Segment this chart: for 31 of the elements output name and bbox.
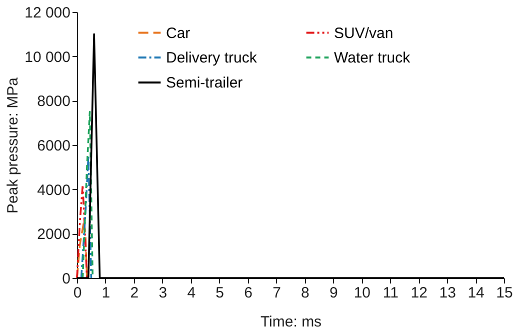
y-axis-title: Peak pressure: MPa [4, 76, 22, 214]
line-series [76, 184, 88, 279]
x-tick-label: 10 [354, 284, 371, 302]
x-tick-label: 2 [130, 284, 139, 302]
x-tick-label: 8 [301, 284, 310, 302]
y-tick-label: 12 000 [24, 4, 70, 22]
x-tick-label: 15 [496, 284, 513, 302]
legend-label: SUV/van [334, 24, 394, 42]
x-tick-label: 0 [73, 284, 82, 302]
x-tick-label: 6 [244, 284, 252, 302]
legend-label: Car [166, 24, 190, 42]
x-tick-label: 5 [216, 284, 224, 302]
y-tick-label: 4000 [37, 182, 70, 199]
x-tick-label: 1 [102, 284, 110, 302]
x-tick-label: 11 [382, 284, 398, 302]
y-tick-label: 10 000 [24, 48, 70, 66]
x-tick-label: 13 [439, 284, 456, 302]
x-tick-label: 4 [187, 284, 196, 302]
legend-label: Semi-trailer [166, 74, 243, 92]
y-tick-label: 2000 [37, 226, 70, 244]
y-tick-label: 8000 [37, 93, 70, 110]
legend-label: Water truck [334, 50, 411, 66]
x-axis-title: Time: ms [260, 314, 322, 330]
x-tick-label: 7 [272, 284, 281, 302]
legend-label: Delivery truck [166, 50, 258, 66]
y-tick-label: 0 [62, 270, 70, 288]
x-tick-label: 3 [158, 284, 168, 302]
x-tick-label: 9 [330, 284, 338, 302]
x-tick-label: 14 [468, 284, 484, 302]
y-tick-label: 6000 [37, 138, 70, 154]
x-tick-label: 12 [410, 284, 428, 302]
